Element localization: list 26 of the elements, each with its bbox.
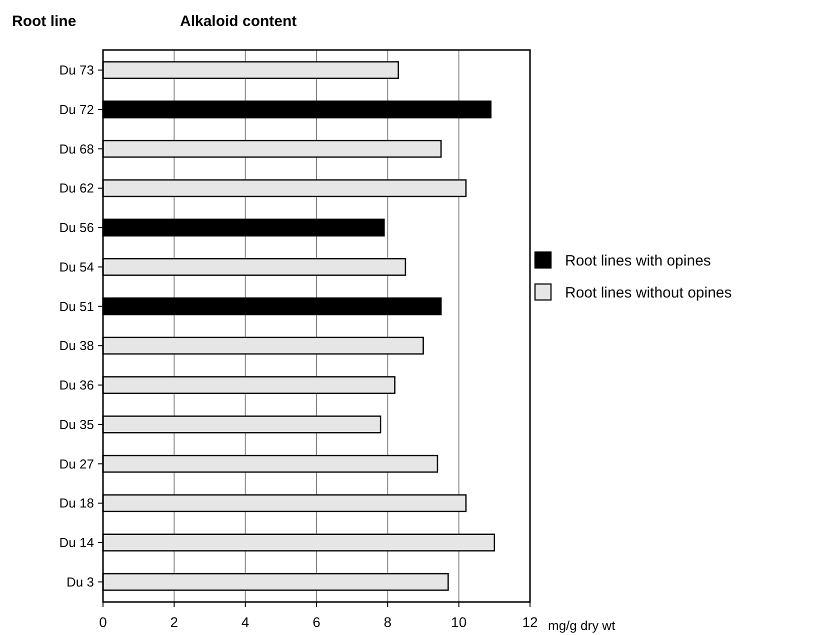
- x-tick-label: 10: [451, 614, 467, 630]
- y-tick-label: Du 62: [59, 180, 94, 196]
- x-tick-label: 0: [99, 614, 108, 630]
- x-tick-label: 2: [170, 614, 178, 630]
- y-tick-label: Du 72: [59, 102, 94, 117]
- x-tick-label: 12: [522, 614, 538, 630]
- legend-label: Root lines with opines: [565, 252, 711, 270]
- x-tick-label: 8: [384, 614, 392, 630]
- x-axis-title: mg/g dry wt: [548, 618, 616, 633]
- y-tick-label: Du 56: [59, 220, 94, 236]
- y-tick-label: Du 51: [59, 298, 94, 314]
- y-tick-label: Du 36: [59, 378, 94, 393]
- y-tick-label: Du 38: [59, 338, 94, 354]
- x-tick-label: 6: [312, 614, 321, 630]
- chart-title: Alkaloid content: [180, 13, 297, 30]
- y-tick-label: Du 18: [59, 496, 94, 511]
- y-tick-label: Du 54: [59, 259, 94, 274]
- y-axis-title: Root line: [12, 13, 76, 30]
- y-tick-label: Du 14: [59, 535, 94, 550]
- y-tick-label: Du 35: [59, 416, 94, 432]
- x-tick-label: 4: [241, 614, 250, 630]
- y-tick-label: Du 68: [59, 141, 94, 156]
- legend-label: Root lines without opines: [565, 284, 732, 302]
- y-tick-label: Du 73: [59, 62, 94, 78]
- y-tick-label: Du 3: [66, 574, 94, 590]
- y-tick-label: Du 27: [59, 456, 94, 472]
